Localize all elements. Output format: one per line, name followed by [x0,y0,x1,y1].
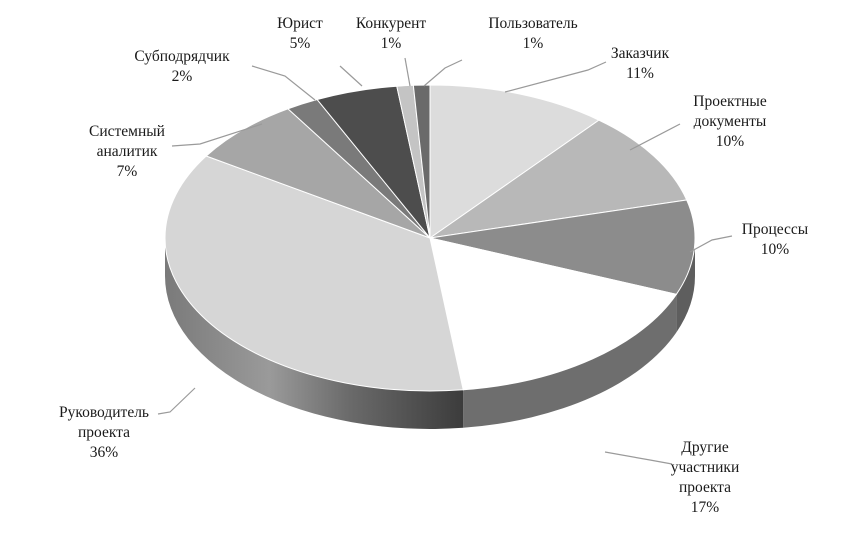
pie-side-2 [676,238,695,333]
pie-slice-4 [164,155,464,392]
data-labels: Заказчик 11%Проектные документы 10%Процессы… [59,15,809,516]
data-label-value: 17% [691,499,720,516]
data-label-name: Процессы [742,221,809,238]
data-label-0: Заказчик 11% [611,45,670,82]
data-label-5: Системный аналитик 7% [89,123,165,180]
data-label-8: Конкурент 1% [356,15,427,52]
data-label-value: 10% [761,241,790,258]
pie-slices [164,84,696,392]
data-label-name: проекта [78,424,130,441]
data-label-name: аналитик [97,143,158,160]
leader-line-8 [404,57,411,87]
data-label-3: Другие участники проекта 17% [671,439,740,516]
leader-line-5 [171,123,263,147]
data-label-name: Субподрядчик [134,48,230,65]
pie-side-4 [165,238,464,429]
pie-slice-0 [429,84,600,239]
data-label-value: 1% [381,35,402,52]
leader-line-9 [423,59,463,87]
pie-slice-1 [429,119,688,239]
data-label-value: 10% [716,133,745,150]
data-label-name: Заказчик [611,45,670,62]
data-label-name: Пользователь [488,15,577,32]
data-label-value: 36% [90,444,119,461]
data-label-7: Юрист 5% [277,15,323,52]
data-label-name: Юрист [277,15,323,32]
leader-line-4 [157,387,196,415]
leader-line-7 [339,65,363,87]
data-label-2: Процессы 10% [742,221,809,258]
data-label-name: проекта [679,479,731,496]
data-label-1: Проектные документы 10% [693,93,767,150]
data-label-value: 11% [626,65,654,82]
leader-line-1 [629,123,681,151]
data-label-name: Руководитель [59,404,149,421]
data-label-9: Пользователь 1% [488,15,577,52]
data-label-name: Другие [681,439,729,456]
data-label-name: Конкурент [356,15,427,32]
data-label-name: Проектные [693,93,767,110]
leader-line-0 [504,61,607,93]
leader-line-6 [251,65,316,101]
data-label-name: Системный [89,123,165,140]
data-label-value: 5% [290,35,311,52]
pie-slice-3 [429,237,678,391]
data-label-value: 1% [523,35,544,52]
data-label-name: документы [694,113,767,130]
pie-sides [165,238,695,429]
data-label-value: 7% [117,163,138,180]
data-label-6: Субподрядчик 2% [134,48,230,85]
pie-side-3 [463,294,677,428]
leader-lines [157,57,733,465]
leader-line-2 [689,235,733,253]
data-label-value: 2% [172,68,193,85]
leader-line-3 [604,451,673,465]
pie-slice-2 [429,199,696,295]
data-label-4: Руководитель проекта 36% [59,404,149,461]
data-label-name: участники [671,459,740,476]
pie-slice-9 [412,84,431,239]
